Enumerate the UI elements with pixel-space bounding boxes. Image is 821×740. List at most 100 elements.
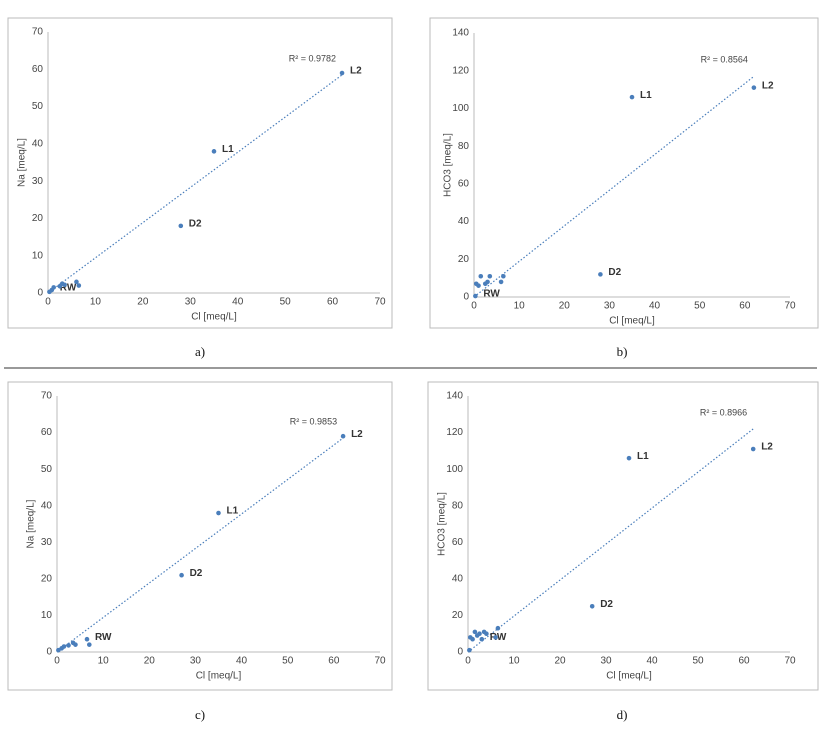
y-tick-label: 70: [41, 391, 53, 402]
x-tick-label: 30: [185, 297, 197, 308]
x-tick-label: 30: [604, 301, 616, 312]
point-label: L1: [227, 506, 239, 517]
panel-caption: a): [195, 344, 205, 359]
y-tick-label: 60: [452, 537, 464, 548]
point-label: L2: [350, 66, 362, 77]
x-tick-label: 0: [465, 656, 471, 667]
point: [73, 642, 78, 647]
panel-border: [429, 17, 819, 329]
y-tick-label: 60: [458, 178, 470, 189]
y-tick-label: 0: [37, 288, 43, 299]
x-tick-label: 10: [514, 301, 526, 312]
y-tick-label: 120: [452, 65, 469, 76]
y-tick-label: 0: [457, 647, 463, 658]
point-label: RW: [95, 632, 112, 643]
point-label: L1: [637, 451, 649, 462]
x-tick-label: 50: [280, 297, 292, 308]
x-axis-label: Cl [meq/L]: [606, 671, 652, 682]
point: [751, 85, 757, 90]
x-tick-label: 50: [694, 301, 706, 312]
y-tick-label: 0: [463, 292, 469, 303]
point: [467, 647, 472, 653]
y-axis-label: HCO3 [meq/L]: [443, 133, 454, 197]
panel-caption: d): [617, 707, 628, 722]
point: [479, 636, 485, 642]
y-tick-label: 20: [32, 213, 44, 224]
x-tick-label: 10: [98, 656, 110, 667]
y-tick-label: 40: [41, 500, 53, 511]
y-tick-label: 40: [452, 573, 464, 584]
x-tick-label: 50: [692, 656, 704, 667]
point: [750, 446, 756, 452]
y-axis-label: Na [meq/L]: [17, 138, 28, 187]
y-tick-label: 140: [452, 28, 469, 39]
point-label: D2: [190, 568, 203, 579]
point: [501, 273, 506, 279]
x-tick-label: 50: [282, 656, 294, 667]
y-tick-label: 40: [458, 216, 470, 227]
point-label: D2: [189, 219, 202, 230]
x-tick-label: 70: [374, 297, 386, 308]
point-label: RW: [490, 632, 507, 643]
x-tick-label: 0: [54, 656, 60, 667]
x-tick-label: 60: [739, 301, 751, 312]
panel-border: [7, 17, 393, 329]
y-tick-label: 20: [458, 254, 470, 265]
point-label: RW: [483, 289, 500, 300]
x-tick-label: 10: [508, 656, 520, 667]
x-tick-label: 30: [190, 656, 202, 667]
trendline: [47, 74, 343, 294]
point: [589, 603, 595, 609]
x-tick-label: 10: [90, 297, 102, 308]
x-tick-label: 20: [144, 656, 156, 667]
y-tick-label: 120: [446, 427, 463, 438]
x-tick-label: 70: [784, 656, 796, 667]
y-axis-label: HCO3 [meq/L]: [437, 492, 448, 556]
point: [179, 572, 184, 578]
x-tick-label: 0: [471, 301, 477, 312]
y-tick-label: 140: [446, 391, 463, 402]
point: [478, 273, 484, 279]
point: [51, 285, 56, 290]
y-tick-label: 10: [41, 610, 53, 621]
r-squared-label: R² = 0.9853: [290, 416, 337, 426]
y-tick-label: 40: [32, 138, 44, 149]
point: [216, 510, 221, 516]
x-tick-label: 20: [554, 656, 566, 667]
panel-border: [427, 381, 819, 691]
y-tick-label: 30: [41, 537, 53, 548]
point-label: RW: [60, 283, 77, 294]
x-tick-label: 0: [45, 297, 51, 308]
y-axis-label: Na [meq/L]: [26, 499, 37, 548]
x-tick-label: 70: [784, 301, 796, 312]
point-label: D2: [608, 267, 621, 278]
x-tick-label: 30: [600, 656, 612, 667]
point: [211, 149, 217, 154]
x-tick-label: 60: [738, 656, 750, 667]
point: [493, 635, 498, 640]
point-label: L1: [222, 144, 234, 155]
point: [487, 273, 493, 279]
point: [629, 94, 635, 100]
y-tick-label: 60: [32, 64, 44, 75]
panel-border: [7, 381, 393, 691]
x-axis-label: Cl [meq/L]: [609, 316, 655, 327]
point: [476, 283, 481, 288]
point-label: D2: [600, 599, 613, 610]
r-squared-label: R² = 0.8966: [700, 407, 747, 417]
point: [477, 631, 482, 637]
y-tick-label: 80: [458, 141, 470, 152]
point: [498, 279, 504, 285]
point-label: L2: [351, 429, 363, 440]
point: [66, 643, 71, 648]
x-tick-label: 40: [236, 656, 248, 667]
x-tick-label: 40: [232, 297, 244, 308]
x-tick-label: 60: [328, 656, 340, 667]
y-tick-label: 20: [41, 573, 53, 584]
r-squared-label: R² = 0.9782: [289, 53, 336, 63]
trendline: [56, 437, 344, 653]
panel-caption: b): [617, 344, 628, 359]
point: [76, 283, 82, 288]
y-tick-label: 80: [452, 500, 464, 511]
